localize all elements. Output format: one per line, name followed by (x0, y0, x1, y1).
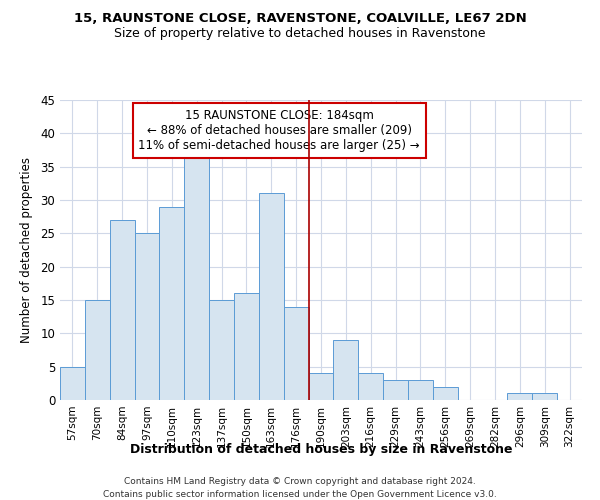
Bar (134, 234, 160, 400)
Y-axis label: Number of detached properties: Number of detached properties (20, 157, 34, 343)
Bar (334, 340, 358, 400)
Bar (110, 220, 134, 400)
Bar (184, 154, 209, 400)
Bar (308, 374, 334, 400)
Bar (85, 300, 110, 400)
Text: Size of property relative to detached houses in Ravenstone: Size of property relative to detached ho… (114, 28, 486, 40)
Bar (209, 300, 234, 400)
Text: Contains public sector information licensed under the Open Government Licence v3: Contains public sector information licen… (103, 490, 497, 499)
Text: Distribution of detached houses by size in Ravenstone: Distribution of detached houses by size … (130, 442, 512, 456)
Bar (284, 306, 308, 400)
Text: 15, RAUNSTONE CLOSE, RAVENSTONE, COALVILLE, LE67 2DN: 15, RAUNSTONE CLOSE, RAVENSTONE, COALVIL… (74, 12, 526, 26)
Bar (259, 194, 284, 400)
Bar (358, 374, 383, 400)
Bar (160, 206, 184, 400)
Bar (433, 386, 458, 400)
Text: Contains HM Land Registry data © Crown copyright and database right 2024.: Contains HM Land Registry data © Crown c… (124, 478, 476, 486)
Bar (508, 394, 532, 400)
Text: 15 RAUNSTONE CLOSE: 184sqm
← 88% of detached houses are smaller (209)
11% of sem: 15 RAUNSTONE CLOSE: 184sqm ← 88% of deta… (139, 109, 420, 152)
Bar (532, 394, 557, 400)
Bar (408, 380, 433, 400)
Bar (234, 294, 259, 400)
Bar (383, 380, 408, 400)
Bar (60, 366, 85, 400)
